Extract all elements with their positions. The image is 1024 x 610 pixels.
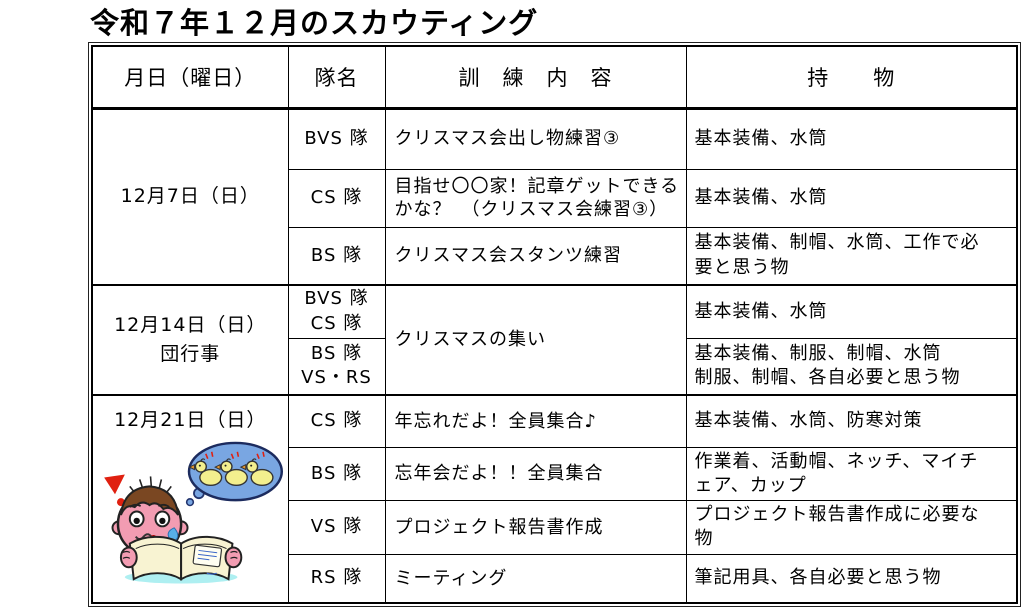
date-text: 12月21日（日） xyxy=(114,409,267,431)
table-row: BS 隊 VS・RS 基本装備、制服、制帽、水筒 制服、制帽、各自必要と思う物 xyxy=(92,337,1018,396)
eyebrows xyxy=(129,504,171,509)
content-cell: クリスマス会出し物練習③ xyxy=(384,107,687,170)
reading-child-illustration xyxy=(104,442,284,584)
items-cell: プロジェクト報告書作成に必要な 物 xyxy=(685,500,1018,555)
items-cell: 作業着、活動帽、ネッチ、マイチ ェア、カップ xyxy=(685,446,1018,502)
illustration xyxy=(94,437,287,596)
table-row: 12月14日（日） 団行事 BVS 隊 CS 隊 クリスマスの集い 基本装備、水… xyxy=(91,284,1018,396)
content-cell: 忘年会だよ！！全員集合 xyxy=(384,446,687,502)
page-title: 令和７年１２月のスカウティング xyxy=(90,6,539,40)
date-cell-dec7: 12月7日（日） xyxy=(91,107,289,286)
table-row: CS 隊 目指せ〇〇家！記章ゲットできる かな？ （クリスマス会練習③） 基本装… xyxy=(92,168,1018,228)
items-cell: 基本装備、制帽、水筒、工作で必 要と思う物 xyxy=(685,226,1018,286)
team-cell: CS 隊 xyxy=(287,168,386,228)
page-scribble xyxy=(206,573,218,576)
col-header-items: 持 物 xyxy=(685,45,1018,110)
hair xyxy=(120,485,180,516)
team-cell: VS 隊 xyxy=(287,500,386,555)
exclamation-icon xyxy=(104,474,126,507)
team-cell: BVS 隊 CS 隊 xyxy=(287,284,386,339)
ducks-group xyxy=(188,458,274,487)
table-row: VS 隊 プロジェクト報告書作成 プロジェクト報告書作成に必要な 物 xyxy=(92,500,1018,555)
team-cell: RS 隊 xyxy=(287,553,386,604)
header-row: 月日（曜日） 隊名 訓 練 内 容 持 物 xyxy=(91,45,1018,110)
team-cell: CS 隊 xyxy=(287,394,386,448)
duck-icon xyxy=(188,458,223,487)
content-cell: 年忘れだよ！全員集合♪ xyxy=(384,394,687,448)
date-note: 団行事 xyxy=(160,343,221,365)
table-row: BS 隊 クリスマス会スタンツ練習 基本装備、制帽、水筒、工作で必 要と思う物 xyxy=(92,226,1018,286)
table-row: BS 隊 忘年会だよ！！全員集合 作業着、活動帽、ネッチ、マイチ ェア、カップ xyxy=(92,446,1018,502)
content-cell: プロジェクト報告書作成 xyxy=(384,500,687,555)
col-header-content: 訓 練 内 容 xyxy=(384,45,687,110)
items-cell: 筆記用具、各自必要と思う物 xyxy=(685,553,1018,604)
content-cell-merged: クリスマスの集い xyxy=(384,284,687,396)
duck-icon xyxy=(214,458,249,487)
schedule-table: 月日（曜日） 隊名 訓 練 内 容 持 物 12月7日（日） BVS 隊 クリス… xyxy=(91,45,1018,605)
schedule-table-frame: 月日（曜日） 隊名 訓 練 内 容 持 物 12月7日（日） BVS 隊 クリス… xyxy=(88,42,1021,608)
col-header-team: 隊名 xyxy=(287,45,386,110)
content-cell: クリスマス会スタンツ練習 xyxy=(384,226,687,286)
date-cell-dec21: 12月21日（日） xyxy=(91,393,289,604)
thought-trail-bubble xyxy=(186,498,195,507)
col-header-date: 月日（曜日） xyxy=(91,45,289,110)
table-row: 12月7日（日） BVS 隊 クリスマス会出し物練習③ 基本装備、水筒 xyxy=(91,107,1018,286)
content-cell: 目指せ〇〇家！記章ゲットできる かな？ （クリスマス会練習③） xyxy=(384,168,687,228)
items-cell: 基本装備、水筒 xyxy=(685,107,1018,170)
items-cell: 基本装備、水筒、防寒対策 xyxy=(685,394,1018,448)
team-cell: BS 隊 xyxy=(287,226,386,286)
eyes xyxy=(129,510,171,528)
fluster-marks xyxy=(205,452,266,460)
items-cell: 基本装備、制服、制帽、水筒 制服、制帽、各自必要と思う物 xyxy=(685,337,1018,396)
date-cell-dec14: 12月14日（日） 団行事 xyxy=(91,284,289,396)
duck-icon xyxy=(239,458,274,487)
table-row: 12月21日（日） xyxy=(91,393,1018,604)
team-cell: BS 隊 VS・RS xyxy=(287,337,386,396)
items-cell: 基本装備、水筒 xyxy=(685,168,1018,228)
hands xyxy=(120,546,243,569)
team-cell: BS 隊 xyxy=(287,446,386,502)
content-cell: ミーティング xyxy=(384,553,687,604)
items-cell: 基本装備、水筒 xyxy=(685,284,1018,339)
team-cell: BVS 隊 xyxy=(287,107,386,170)
table-row: RS 隊 ミーティング 筆記用具、各自必要と思う物 xyxy=(92,553,1018,604)
date-text: 12月14日（日） xyxy=(114,313,267,336)
book-label xyxy=(192,545,223,568)
